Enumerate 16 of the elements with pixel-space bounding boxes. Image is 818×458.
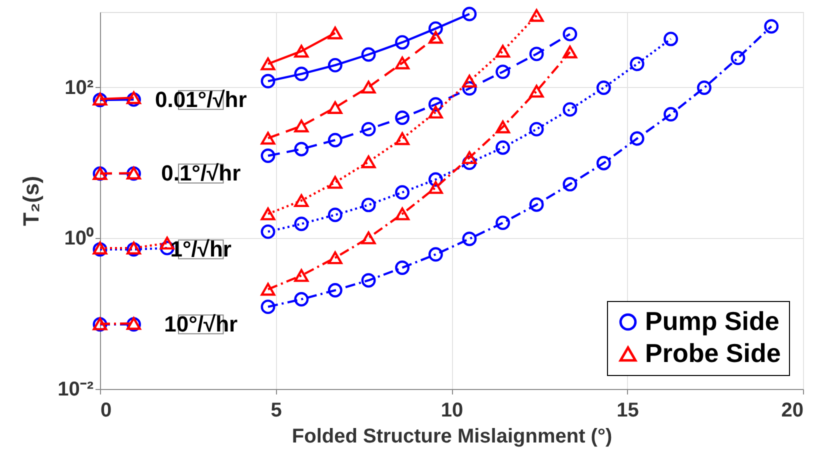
annotation: 0.01°/√hr: [154, 87, 248, 112]
x-axis-title: Folded Structure Mislaignment (°): [292, 426, 612, 448]
x-tick-label: 0: [100, 400, 112, 422]
annotation: 10°/√hr: [164, 311, 238, 336]
legend-label: Pump Side: [645, 306, 780, 336]
y-tick-label: 10²: [64, 76, 94, 99]
y-axis-title: T₂(s): [18, 176, 44, 226]
legend-label: Probe Side: [645, 338, 781, 368]
annotation: 0.1°/√hr: [161, 160, 242, 186]
x-tick-label: 5: [270, 400, 282, 422]
y-tick-label: 10⁻²: [58, 378, 94, 400]
x-tick-label: 15: [616, 400, 639, 422]
y-tick-label: 10⁰: [64, 226, 94, 250]
x-tick-label: 10: [440, 400, 464, 422]
annotation: 1°/√hr: [170, 236, 232, 262]
x-tick-label: 20: [781, 400, 804, 422]
